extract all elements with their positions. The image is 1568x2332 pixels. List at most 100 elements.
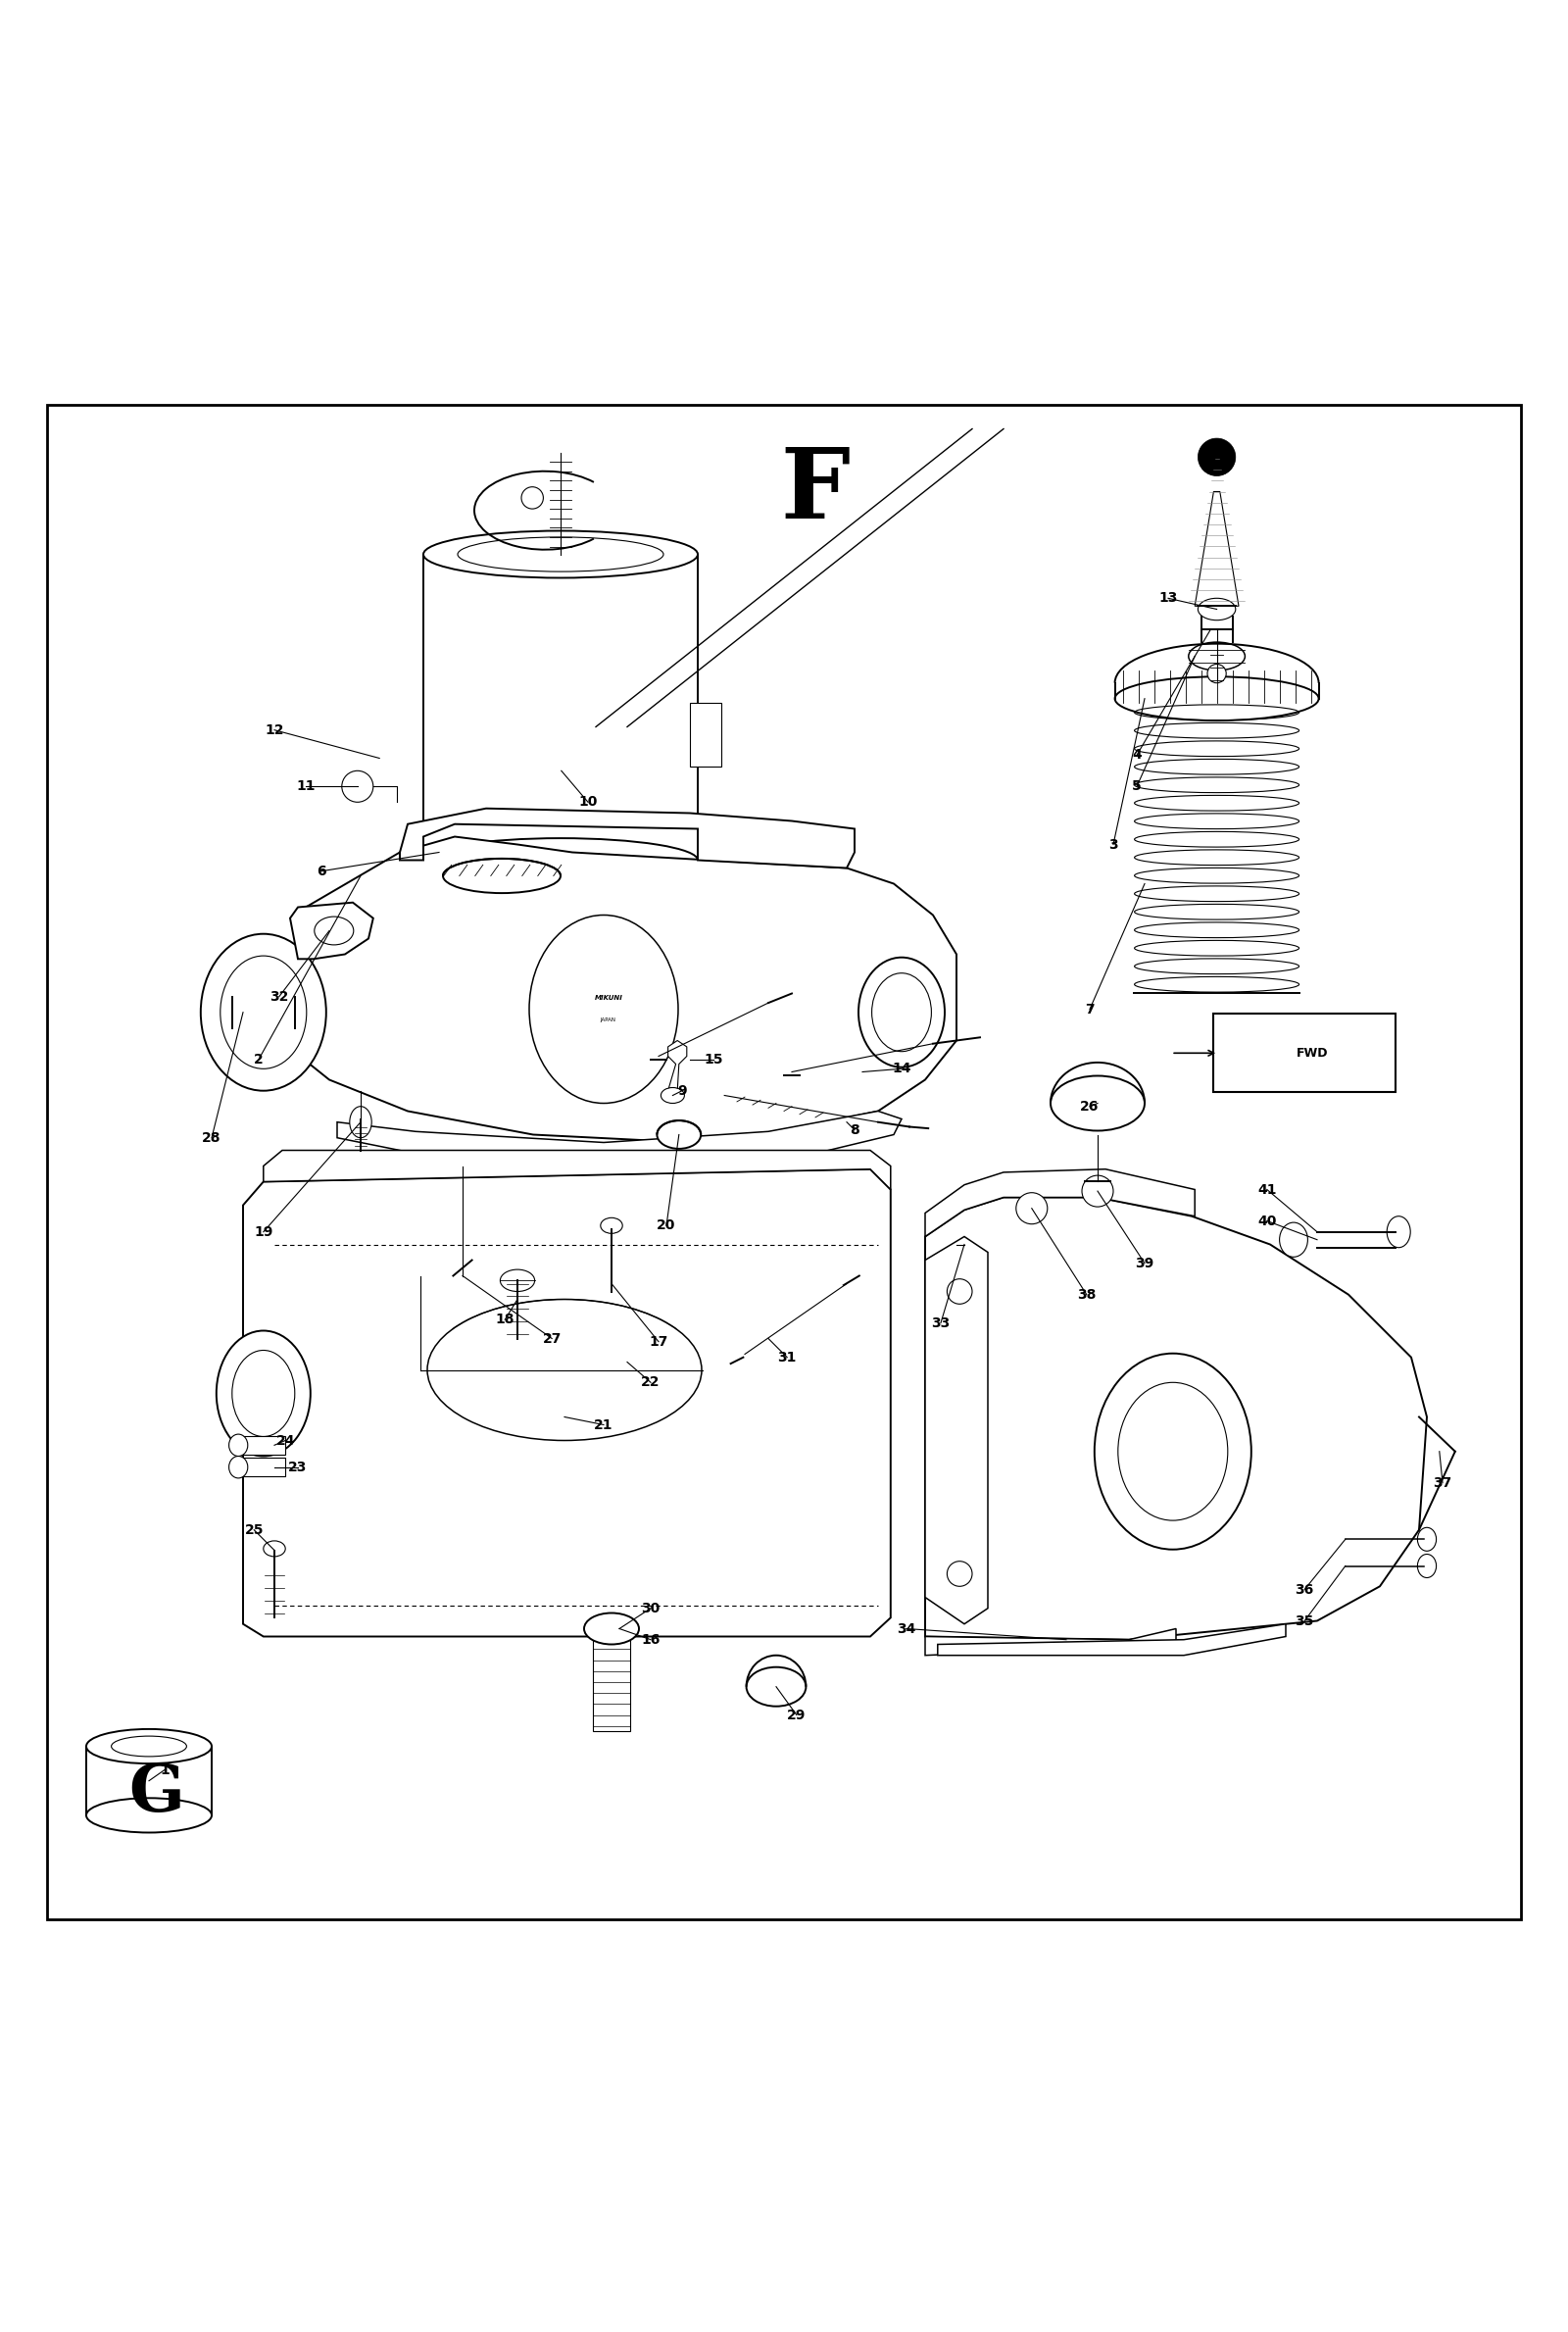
- Text: 41: 41: [1258, 1182, 1276, 1196]
- Bar: [690, 704, 721, 765]
- Ellipse shape: [458, 536, 663, 571]
- Ellipse shape: [263, 1541, 285, 1555]
- Ellipse shape: [232, 1350, 295, 1437]
- Ellipse shape: [859, 958, 944, 1068]
- Text: 3: 3: [1109, 837, 1118, 851]
- Circle shape: [1198, 438, 1236, 476]
- Text: 39: 39: [1135, 1257, 1154, 1271]
- Bar: [86, 1747, 212, 1814]
- Ellipse shape: [583, 1614, 640, 1644]
- Polygon shape: [938, 1623, 1286, 1656]
- Text: 31: 31: [778, 1350, 797, 1364]
- Text: 7: 7: [1085, 1003, 1094, 1017]
- Text: 2: 2: [254, 1052, 263, 1066]
- Circle shape: [521, 487, 544, 508]
- Text: 30: 30: [641, 1602, 660, 1616]
- Text: 20: 20: [657, 1220, 676, 1231]
- Ellipse shape: [1198, 599, 1236, 620]
- Text: 19: 19: [254, 1224, 273, 1238]
- Ellipse shape: [229, 1455, 248, 1478]
- Text: F: F: [781, 443, 850, 539]
- Bar: [238, 1437, 285, 1455]
- Polygon shape: [400, 809, 855, 868]
- Circle shape: [342, 772, 373, 802]
- Text: 9: 9: [677, 1084, 687, 1098]
- Text: 24: 24: [276, 1434, 295, 1448]
- Text: 34: 34: [897, 1621, 916, 1635]
- FancyBboxPatch shape: [1214, 1014, 1396, 1091]
- Text: 6: 6: [317, 865, 326, 879]
- Circle shape: [947, 1560, 972, 1586]
- Text: G: G: [129, 1761, 185, 1826]
- Ellipse shape: [111, 1735, 187, 1756]
- Text: 11: 11: [296, 779, 315, 793]
- Text: 23: 23: [289, 1460, 307, 1474]
- Text: 17: 17: [649, 1334, 668, 1348]
- Ellipse shape: [746, 1667, 806, 1707]
- Polygon shape: [925, 1196, 1427, 1639]
- Ellipse shape: [216, 1332, 310, 1455]
- Text: 10: 10: [579, 795, 597, 809]
- Text: 35: 35: [1295, 1614, 1314, 1628]
- Text: JAPAN: JAPAN: [601, 1017, 616, 1024]
- Text: 38: 38: [1077, 1287, 1096, 1301]
- Text: 32: 32: [270, 989, 289, 1003]
- Ellipse shape: [201, 933, 326, 1091]
- Polygon shape: [263, 1150, 891, 1189]
- Polygon shape: [337, 1110, 902, 1166]
- Ellipse shape: [1094, 1353, 1251, 1548]
- Text: 13: 13: [1159, 592, 1178, 604]
- Polygon shape: [290, 902, 373, 958]
- Text: 33: 33: [931, 1315, 950, 1329]
- Text: 40: 40: [1258, 1215, 1276, 1227]
- Text: 16: 16: [641, 1632, 660, 1646]
- Ellipse shape: [1417, 1553, 1436, 1579]
- Text: MIKUNI: MIKUNI: [594, 996, 622, 1000]
- Text: 1: 1: [160, 1763, 169, 1777]
- Ellipse shape: [1189, 641, 1245, 669]
- Ellipse shape: [86, 1798, 212, 1833]
- Circle shape: [1082, 1175, 1113, 1206]
- Polygon shape: [925, 1628, 1176, 1656]
- Text: 12: 12: [265, 723, 284, 737]
- Ellipse shape: [662, 1087, 684, 1103]
- Ellipse shape: [426, 1299, 702, 1441]
- Ellipse shape: [1417, 1527, 1436, 1551]
- Text: 26: 26: [1080, 1101, 1099, 1112]
- Polygon shape: [925, 1236, 988, 1623]
- Ellipse shape: [500, 1269, 535, 1292]
- Ellipse shape: [423, 837, 698, 881]
- Ellipse shape: [229, 1434, 248, 1455]
- Circle shape: [1016, 1192, 1047, 1224]
- Circle shape: [947, 1278, 972, 1304]
- Text: 29: 29: [787, 1707, 806, 1721]
- Ellipse shape: [350, 1105, 372, 1138]
- Ellipse shape: [1115, 676, 1319, 721]
- Ellipse shape: [872, 972, 931, 1052]
- Text: 22: 22: [641, 1376, 660, 1390]
- Text: FWD: FWD: [1297, 1047, 1328, 1059]
- Ellipse shape: [1388, 1217, 1411, 1248]
- Ellipse shape: [86, 1728, 212, 1763]
- Text: 18: 18: [495, 1313, 514, 1327]
- Ellipse shape: [601, 1217, 622, 1234]
- Polygon shape: [1195, 492, 1239, 606]
- Ellipse shape: [444, 858, 561, 893]
- Polygon shape: [290, 837, 956, 1143]
- Text: 25: 25: [245, 1523, 263, 1537]
- Text: 21: 21: [594, 1418, 613, 1432]
- Text: 28: 28: [202, 1131, 221, 1145]
- Ellipse shape: [314, 916, 354, 944]
- Text: 14: 14: [892, 1061, 911, 1075]
- Text: 27: 27: [543, 1332, 561, 1346]
- Ellipse shape: [657, 1119, 701, 1150]
- Text: 4: 4: [1132, 749, 1142, 763]
- Ellipse shape: [530, 914, 677, 1103]
- Text: 15: 15: [704, 1052, 723, 1066]
- Ellipse shape: [423, 532, 698, 578]
- Circle shape: [1207, 665, 1226, 683]
- Ellipse shape: [1051, 1075, 1145, 1131]
- Polygon shape: [925, 1168, 1195, 1236]
- Ellipse shape: [1279, 1222, 1308, 1257]
- Polygon shape: [668, 1040, 687, 1091]
